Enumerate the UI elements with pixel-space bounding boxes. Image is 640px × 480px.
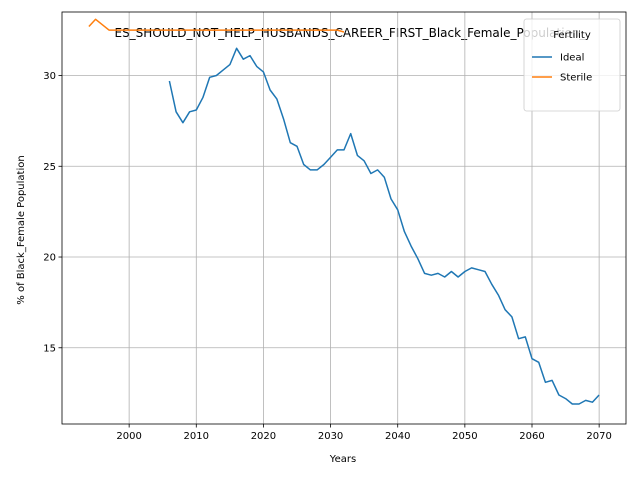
y-axis-ticks: 15 20 25 30	[43, 71, 62, 354]
legend[interactable]: Fertility Ideal Sterile	[523, 18, 621, 112]
y-axis-label: % of Black_Female Population	[16, 155, 27, 304]
chart-title: ES_SHOULD_NOT_HELP_HUSBANDS_CAREER_FIRST…	[114, 26, 586, 40]
x-tick-label: 2050	[452, 431, 477, 442]
x-axis-label: Years	[329, 454, 356, 465]
legend-box	[523, 18, 621, 112]
legend-entry-sterile[interactable]: Sterile	[560, 73, 592, 84]
legend-entry-ideal[interactable]: Ideal	[560, 53, 584, 64]
legend-title: Fertility	[553, 30, 591, 41]
grid	[62, 12, 626, 424]
y-tick-label: 15	[43, 343, 56, 354]
x-tick-label: 2020	[251, 431, 276, 442]
x-axis-ticks: 2000 2010 2020 2030 2040 2050 2060 2070	[116, 424, 612, 442]
plot-frame	[61, 11, 627, 425]
x-tick-label: 2070	[586, 431, 611, 442]
x-tick-label: 2030	[318, 431, 343, 442]
y-tick-label: 20	[43, 253, 56, 264]
series-lines	[88, 18, 600, 405]
y-tick-label: 25	[43, 162, 56, 173]
y-tick-label: 30	[43, 71, 56, 82]
series-line-ideal	[168, 47, 600, 405]
series-line-sterile	[88, 18, 345, 33]
x-tick-label: 2010	[184, 431, 209, 442]
x-tick-label: 2060	[519, 431, 544, 442]
x-tick-label: 2000	[116, 431, 141, 442]
x-tick-label: 2040	[385, 431, 410, 442]
